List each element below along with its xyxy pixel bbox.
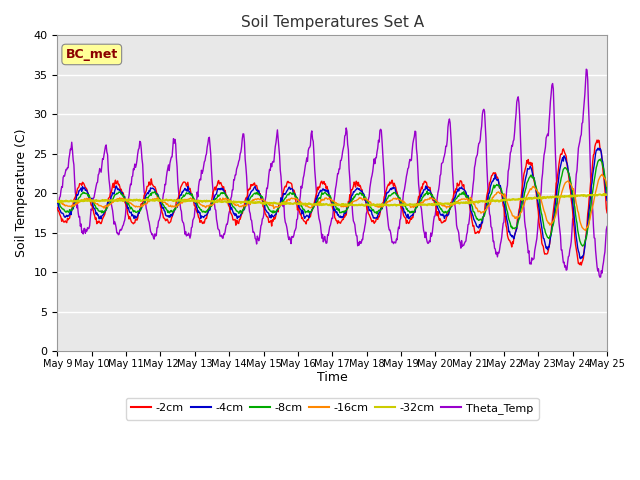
Legend: -2cm, -4cm, -8cm, -16cm, -32cm, Theta_Temp: -2cm, -4cm, -8cm, -16cm, -32cm, Theta_Te… — [126, 397, 539, 420]
Y-axis label: Soil Temperature (C): Soil Temperature (C) — [15, 129, 28, 257]
Text: BC_met: BC_met — [66, 48, 118, 61]
X-axis label: Time: Time — [317, 372, 348, 384]
Title: Soil Temperatures Set A: Soil Temperatures Set A — [241, 15, 424, 30]
